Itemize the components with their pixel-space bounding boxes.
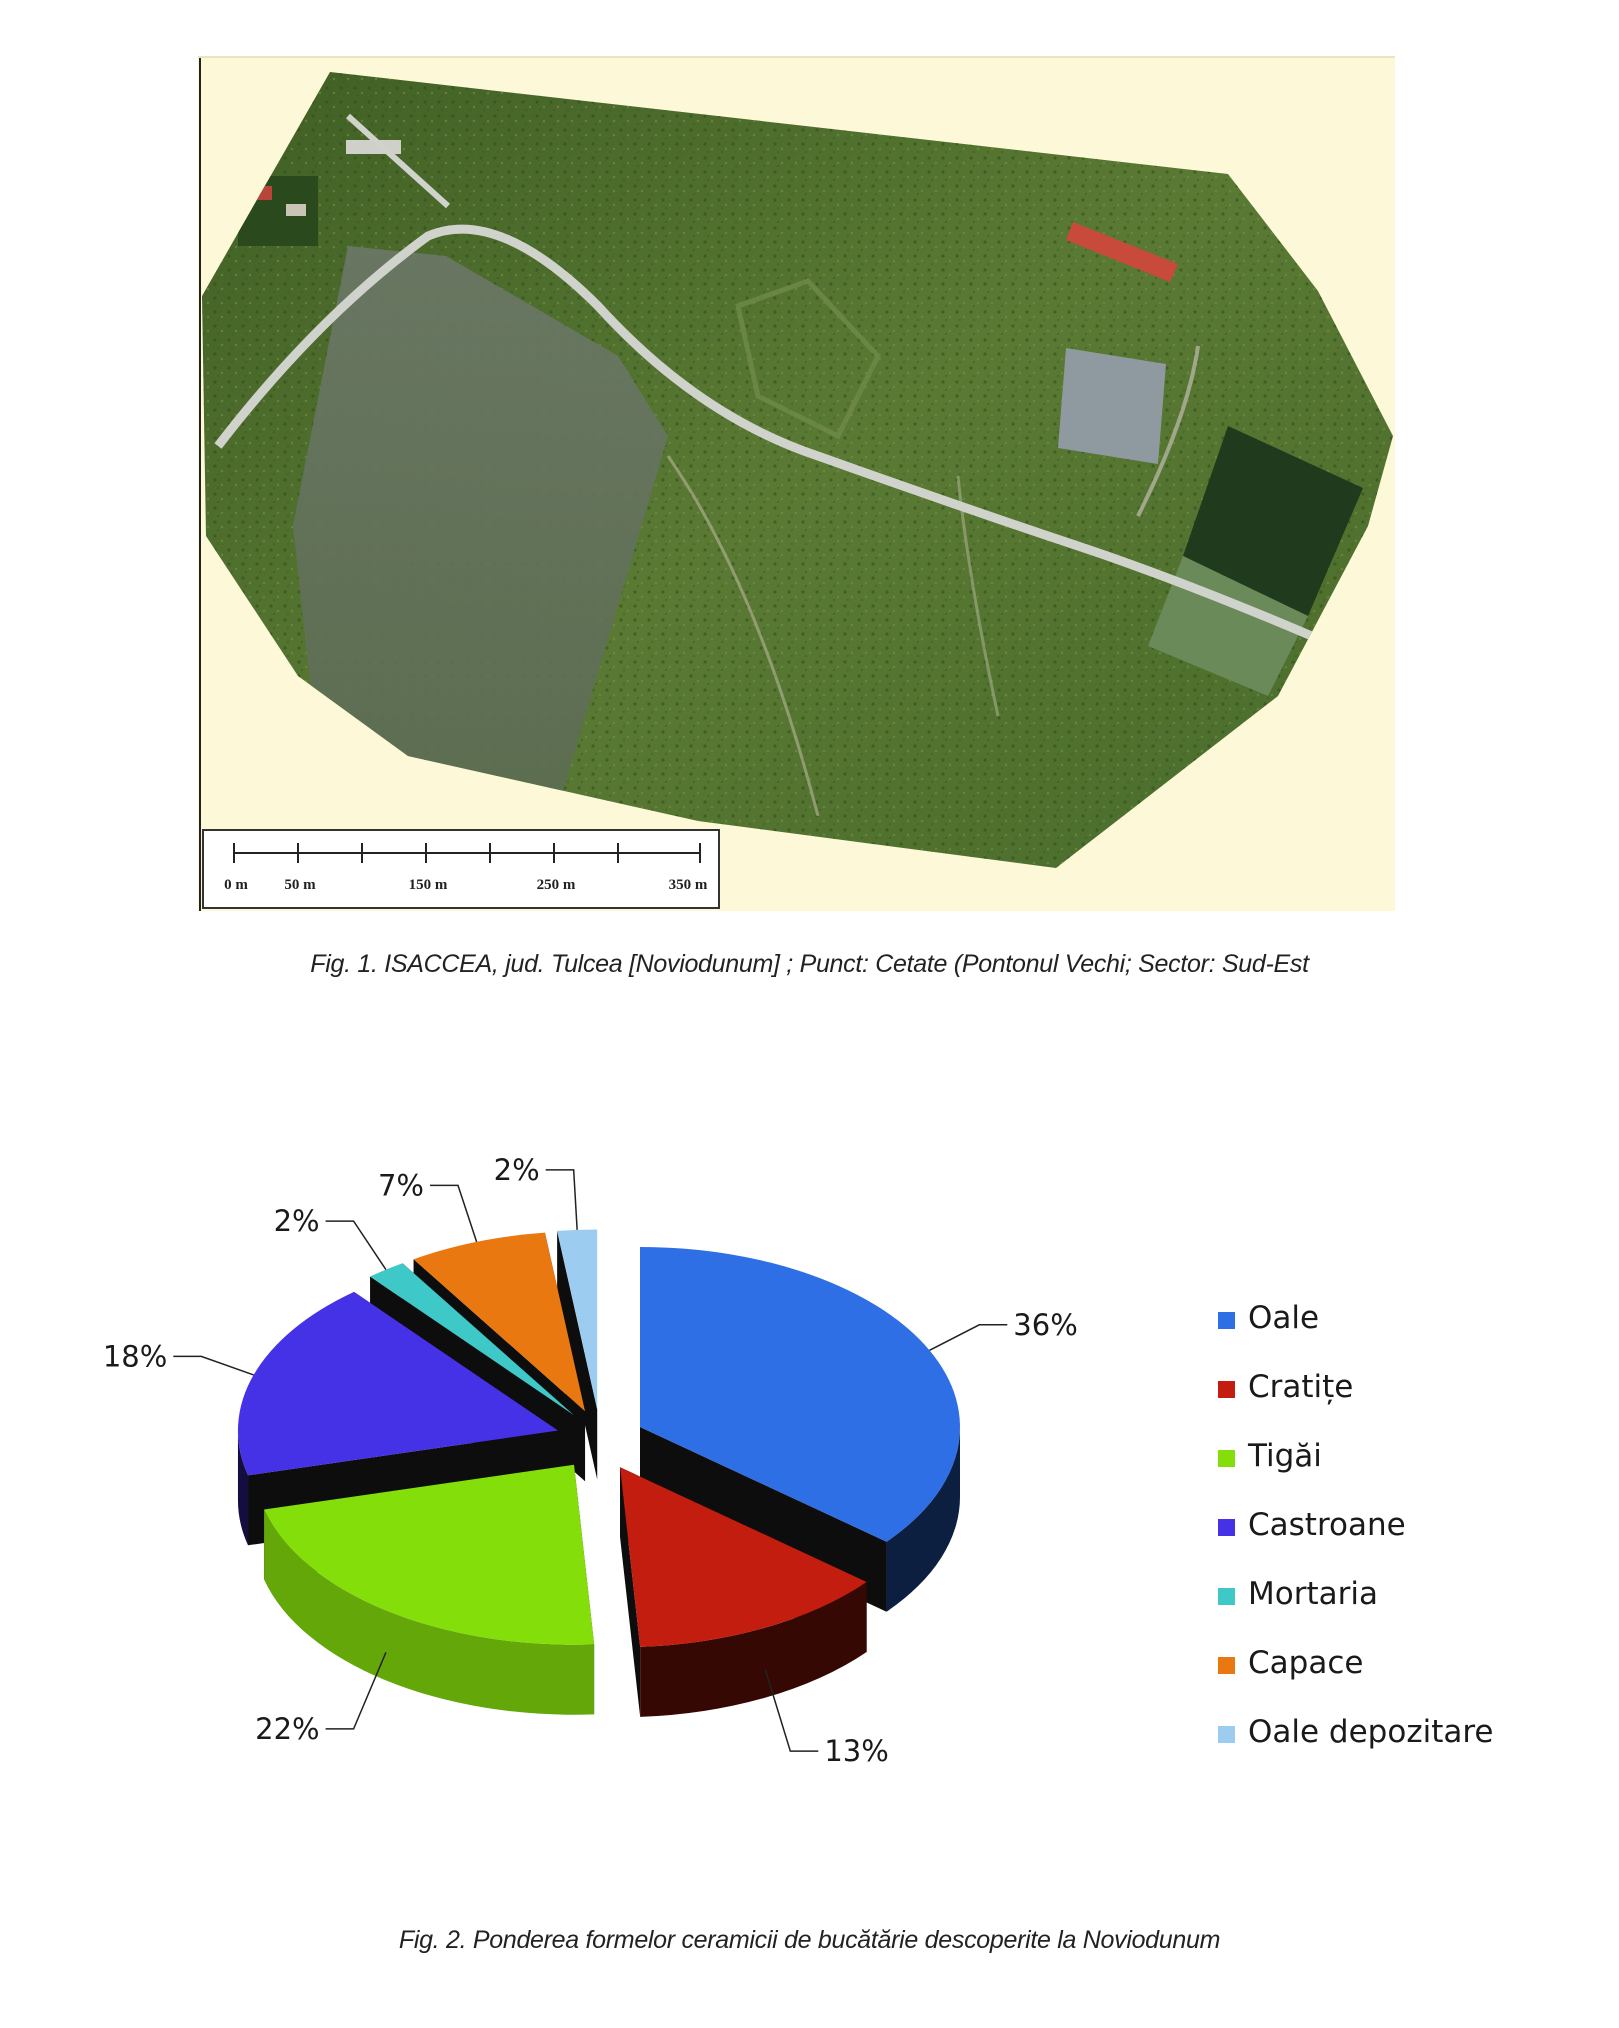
pie-slice-side: [237, 1430, 249, 1546]
leader-line: [325, 1220, 387, 1271]
legend-swatch: [1218, 1450, 1235, 1467]
legend-swatch: [1218, 1657, 1235, 1674]
data-label: 13%: [824, 1734, 888, 1768]
data-label: 36%: [1013, 1308, 1077, 1342]
pie-slice-top: [557, 1229, 598, 1410]
pie-slice-side: [886, 1426, 960, 1612]
leader-line: [764, 1669, 819, 1752]
scale-bar-ruler: [233, 843, 701, 863]
pie-slice-tigăi: [264, 1464, 595, 1715]
legend-label: Cratițe: [1248, 1369, 1354, 1405]
legend-swatch: [1218, 1519, 1235, 1536]
data-label: 2%: [274, 1204, 320, 1238]
pie-slice-cratițe: [620, 1467, 867, 1717]
scale-label-350: 350 m: [668, 877, 708, 893]
legend-swatch: [1218, 1726, 1235, 1743]
legend-swatch: [1218, 1312, 1235, 1329]
pie-slice-side: [640, 1582, 867, 1717]
pie-slice-oale-depozitare: [557, 1229, 598, 1480]
scale-label-250: 250 m: [536, 877, 576, 893]
pie-chart-figure: 36% 13% 22% 18% 2% 7% 2% Oale Cratițe Tigăi Castr…: [0, 1150, 1619, 1850]
pie-slice-top: [620, 1467, 867, 1647]
data-label: 2%: [494, 1153, 540, 1187]
leader-line: [545, 1169, 578, 1230]
leader-line: [929, 1324, 1008, 1351]
scale-bar: 0 m 50 m 150 m 250 m 350 m: [202, 829, 720, 909]
pie-slice-wall: [620, 1467, 641, 1717]
pie-slice-top: [264, 1464, 595, 1645]
data-label: 18%: [103, 1339, 167, 1373]
scale-label-0: 0 m: [224, 877, 248, 893]
scale-label-150: 150 m: [408, 877, 448, 893]
leader-line: [173, 1355, 254, 1376]
aerial-map-image: [198, 56, 1395, 911]
figure2-caption: Fig. 2. Ponderea formelor ceramicii de b…: [398, 1926, 1221, 1954]
figure1-caption: Fig. 1. ISACCEA, jud. Tulcea [Noviodunum…: [310, 950, 1309, 978]
data-label: 22%: [255, 1712, 319, 1746]
leader-line: [430, 1184, 478, 1243]
legend-swatch: [1218, 1381, 1235, 1398]
pie-slice-side: [264, 1509, 595, 1715]
legend-label: Oale: [1248, 1300, 1320, 1336]
pie-chart: 36% 13% 22% 18% 2% 7% 2%: [103, 1153, 1078, 1768]
legend-label: Capace: [1248, 1645, 1364, 1681]
legend-label: Mortaria: [1248, 1576, 1378, 1612]
pie-slice-wall: [557, 1230, 598, 1480]
pie-slice-top: [413, 1232, 586, 1412]
pie-slice-top: [237, 1291, 558, 1476]
pie-slice-top: [370, 1263, 575, 1416]
scale-label-50: 50 m: [284, 877, 316, 893]
legend-label: Oale depozitare: [1248, 1714, 1494, 1750]
legend-label: Tigăi: [1248, 1438, 1322, 1474]
pie-slice-top: [639, 1246, 960, 1542]
data-label: 7%: [378, 1168, 424, 1202]
legend-label: Castroane: [1248, 1507, 1406, 1543]
leader-line: [325, 1652, 387, 1730]
aerial-map-figure: 0 m 50 m 150 m 250 m 350 m: [198, 56, 1395, 911]
legend-swatch: [1218, 1588, 1235, 1605]
